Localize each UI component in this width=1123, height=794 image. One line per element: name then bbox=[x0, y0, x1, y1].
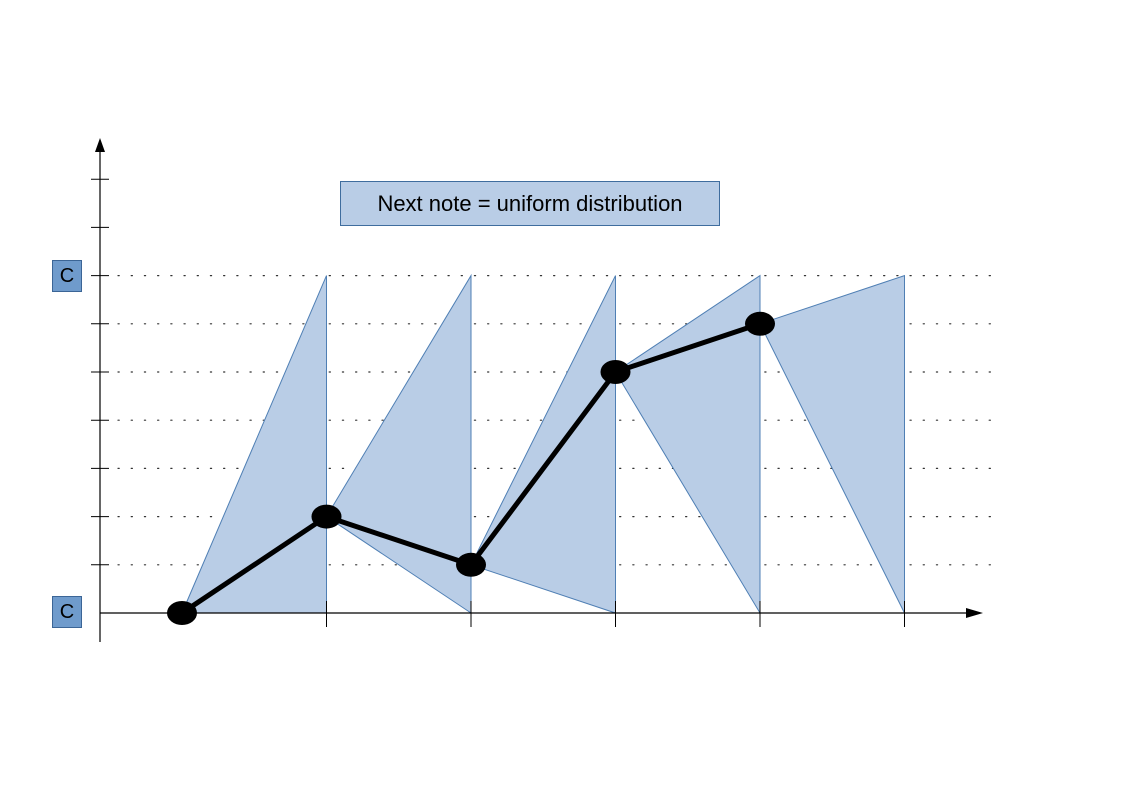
y-axis-arrow bbox=[95, 138, 105, 152]
note-point bbox=[311, 504, 342, 529]
distribution-region bbox=[325, 273, 472, 614]
top-note-label: C bbox=[52, 260, 82, 292]
bottom-note-label: C bbox=[52, 596, 82, 628]
axes bbox=[91, 138, 983, 642]
distribution-region bbox=[470, 275, 616, 614]
distribution-region bbox=[614, 274, 761, 615]
distribution-regions bbox=[181, 273, 905, 615]
note-point bbox=[600, 360, 631, 384]
x-axis-arrow bbox=[966, 608, 983, 618]
note-points bbox=[167, 311, 775, 625]
note-point bbox=[745, 311, 775, 336]
note-point bbox=[456, 552, 486, 577]
title-box: Next note = uniform distribution bbox=[340, 181, 720, 226]
distribution-region bbox=[759, 274, 905, 614]
note-point bbox=[167, 601, 197, 625]
